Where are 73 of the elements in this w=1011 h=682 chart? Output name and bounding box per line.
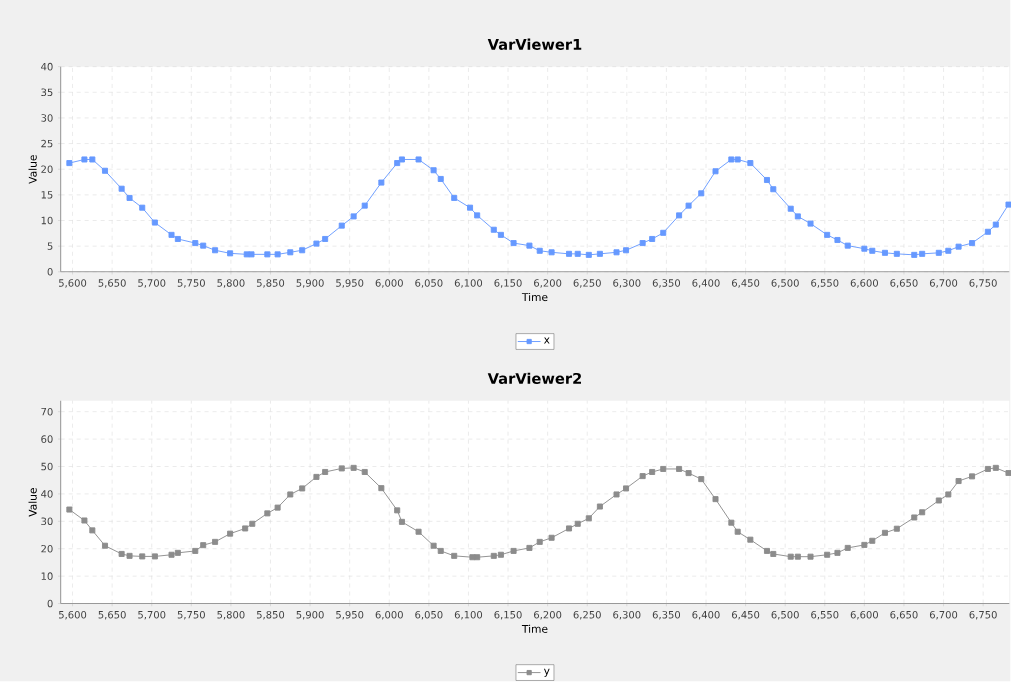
x-tick-label: 6,350 xyxy=(652,279,681,288)
x-tick-label: 6,650 xyxy=(890,611,918,620)
x-tick-label: 6,550 xyxy=(811,611,839,620)
legend-label: y xyxy=(543,668,550,677)
x-tick-label: 6,150 xyxy=(494,279,522,288)
y-tick-label: 35 xyxy=(41,88,53,97)
y-tick-label: 30 xyxy=(41,114,53,122)
x-tick-label: 6,100 xyxy=(454,279,483,288)
x-tick-label: 5,950 xyxy=(336,611,364,620)
x-tick-label: 6,300 xyxy=(613,279,641,288)
x-tick-label: 6,350 xyxy=(652,611,681,620)
x-tick-label: 6,400 xyxy=(692,279,720,288)
x-tick-label: 5,750 xyxy=(177,279,205,288)
y-tick-label: 10 xyxy=(41,572,53,581)
x-tick-label: 5,800 xyxy=(217,611,245,620)
x-tick-label: 6,700 xyxy=(929,279,958,288)
x-tick-label: 5,850 xyxy=(256,611,285,620)
x-tick-label: 6,400 xyxy=(692,611,720,620)
y-tick-label: 40 xyxy=(41,63,53,71)
y-tick-label: 15 xyxy=(41,191,53,199)
legend-label: x xyxy=(543,337,550,344)
x-tick-label: 5,650 xyxy=(98,611,126,620)
x-tick-label: 6,450 xyxy=(731,279,760,288)
x-tick-label: 6,050 xyxy=(415,611,443,620)
x-tick-label: 6,550 xyxy=(811,279,839,288)
x-tick-label: 5,850 xyxy=(256,279,285,288)
x-tick-label: 6,200 xyxy=(534,279,562,288)
x-tick-label: 6,250 xyxy=(573,279,601,288)
x-tick-label: 6,250 xyxy=(573,611,601,620)
x-tick-label: 5,600 xyxy=(59,279,87,288)
y-tick-label: 25 xyxy=(41,140,53,148)
x-tick-label: 6,450 xyxy=(731,611,760,620)
y-tick-label: 10 xyxy=(41,216,53,225)
y-tick-label: 60 xyxy=(41,435,53,444)
x-tick-label: 5,650 xyxy=(98,279,126,288)
y-tick-label: 20 xyxy=(41,165,53,174)
y-tick-label: 40 xyxy=(41,490,53,498)
x-tick-label: 5,950 xyxy=(336,279,364,288)
x-axis-title: Time xyxy=(521,293,548,302)
chart-title: VarViewer1 xyxy=(487,38,582,51)
y-axis-title: Value xyxy=(28,155,37,185)
y-axis-title: Value xyxy=(28,488,37,517)
y-tick-label: 50 xyxy=(41,462,53,471)
x-tick-label: 5,900 xyxy=(296,279,324,288)
x-tick-label: 6,500 xyxy=(771,611,799,620)
x-tick-label: 6,750 xyxy=(969,279,997,288)
y-tick-label: 70 xyxy=(41,408,53,416)
x-tick-label: 5,800 xyxy=(217,279,245,288)
x-tick-label: 6,600 xyxy=(850,611,878,620)
chart-title: VarViewer2 xyxy=(487,372,581,385)
y-tick-label: 30 xyxy=(41,517,53,526)
x-tick-label: 5,600 xyxy=(59,611,87,620)
x-tick-label: 6,750 xyxy=(969,611,997,620)
y-tick-label: 0 xyxy=(47,600,53,608)
x-tick-label: 5,750 xyxy=(177,611,205,620)
x-tick-label: 6,100 xyxy=(454,611,483,620)
x-axis-title: Time xyxy=(521,624,548,634)
x-tick-label: 5,700 xyxy=(138,611,166,620)
y-tick-label: 0 xyxy=(47,268,53,276)
x-tick-label: 6,500 xyxy=(771,279,799,288)
x-tick-label: 5,700 xyxy=(138,279,166,288)
x-tick-label: 6,200 xyxy=(534,611,562,620)
x-tick-label: 6,000 xyxy=(375,611,403,620)
x-tick-label: 6,700 xyxy=(929,611,958,620)
x-tick-label: 6,300 xyxy=(613,611,641,620)
x-tick-label: 6,600 xyxy=(850,279,878,288)
x-tick-label: 6,050 xyxy=(415,279,443,288)
x-tick-label: 6,650 xyxy=(890,279,918,288)
x-tick-label: 6,000 xyxy=(375,279,403,288)
x-tick-label: 5,900 xyxy=(296,611,324,620)
y-tick-label: 5 xyxy=(47,242,53,251)
y-tick-label: 20 xyxy=(41,545,53,553)
x-tick-label: 6,150 xyxy=(494,611,522,620)
